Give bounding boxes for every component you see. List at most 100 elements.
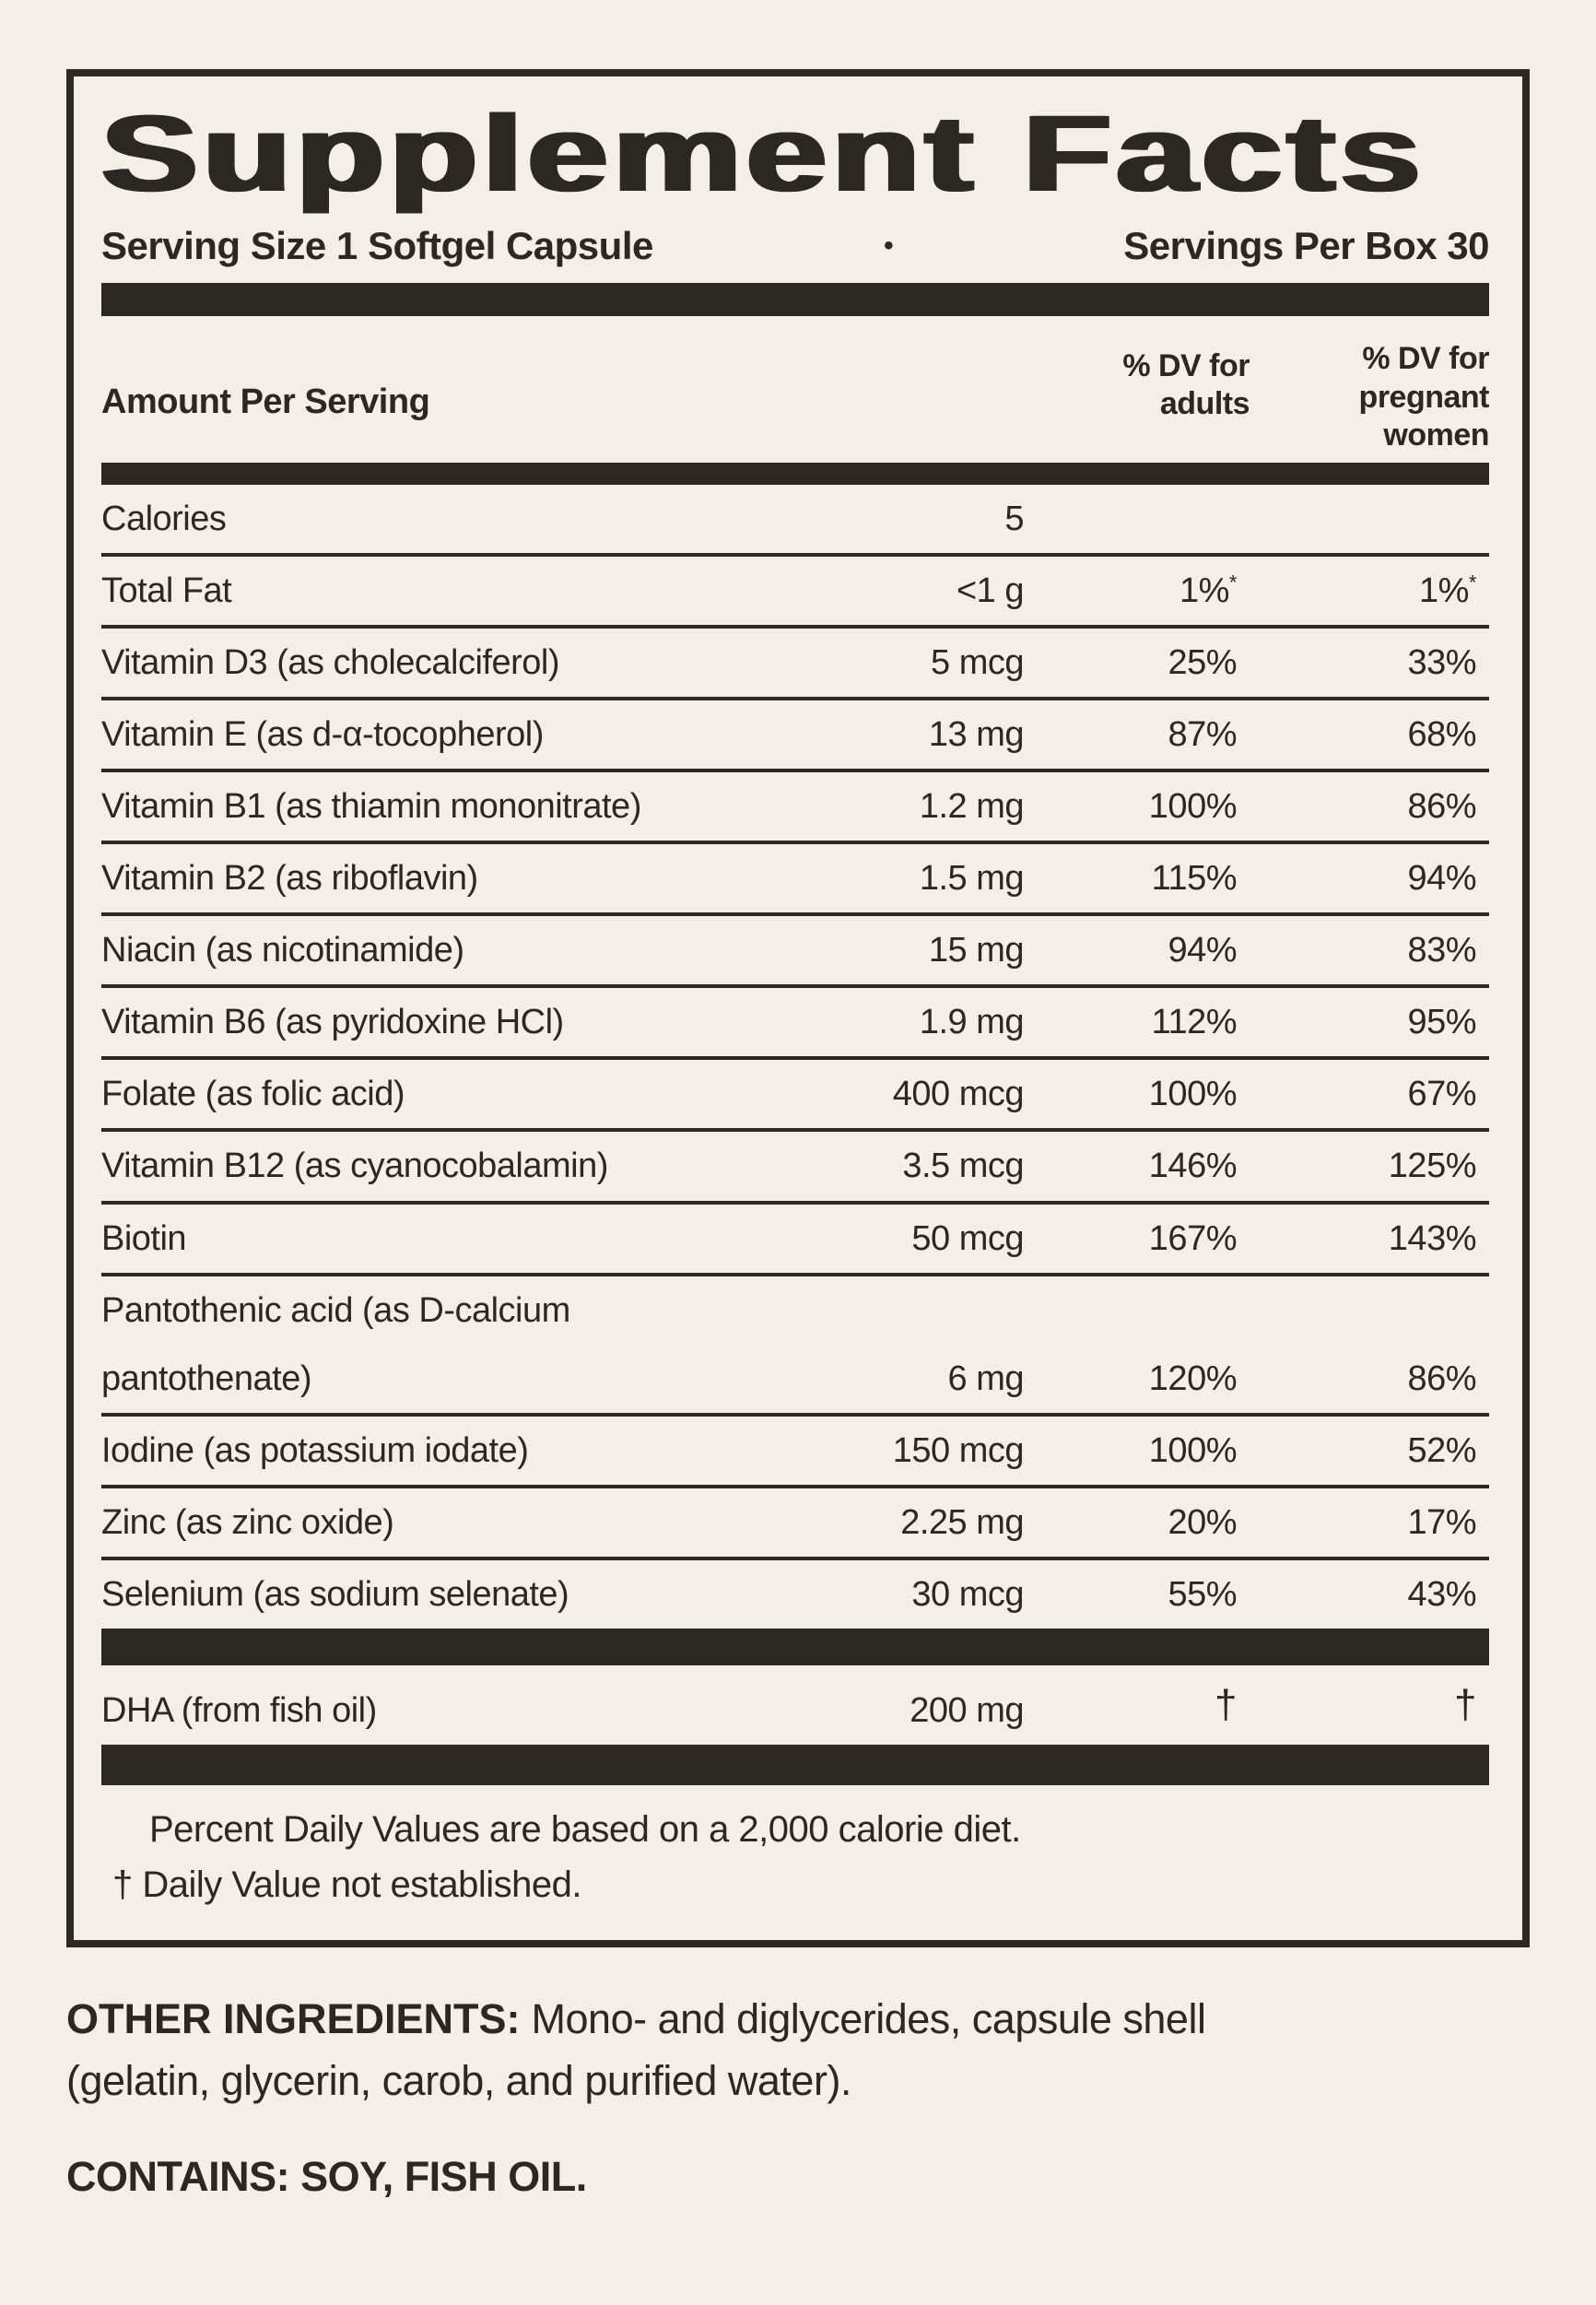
dv-pregnant-value: 43% xyxy=(1407,1574,1476,1614)
below-panel-text: OTHER INGREDIENTS: Mono- and diglyceride… xyxy=(66,1988,1530,2208)
header-amount-per-serving: Amount Per Serving xyxy=(101,382,430,421)
footnote-dagger: † Daily Value not established. xyxy=(112,1864,582,1905)
nutrient-amount: 3.5 mcg xyxy=(902,1147,1024,1186)
footnote-daily-values: Percent Daily Values are based on a 2,00… xyxy=(149,1808,1021,1850)
table-row: Total Fat <1 g 1%* 1%* xyxy=(101,557,1489,629)
bullet-separator: • xyxy=(884,230,894,262)
nutrient-name: Folate (as folic acid) xyxy=(101,1075,405,1114)
other-ingredients-line1: Mono- and diglycerides, capsule shell xyxy=(531,1994,1206,2042)
table-row: Iodine (as potassium iodate) 150 mcg 100% 5… xyxy=(101,1417,1489,1488)
table-row: Vitamin D3 (as cholecalciferol) 5 mcg 25% 3… xyxy=(101,629,1489,700)
dv-pregnant-value: 52% xyxy=(1407,1430,1476,1470)
dv-pregnant-value: 17% xyxy=(1407,1502,1476,1542)
other-ingredients-label: OTHER INGREDIENTS: xyxy=(66,1994,521,2042)
dv-adults-value: 100% xyxy=(1148,1075,1238,1114)
nutrient-name: Total Fat xyxy=(101,570,232,610)
nutrient-name: Zinc (as zinc oxide) xyxy=(101,1502,394,1542)
nutrient-amount: 1.5 mg xyxy=(919,859,1025,899)
nutrient-name: Vitamin B1 (as thiamin mononitrate) xyxy=(101,786,641,826)
nutrient-name: Calories xyxy=(101,499,227,538)
table-row: Folate (as folic acid) 400 mcg 100% 67% xyxy=(101,1060,1489,1133)
nutrient-amount: 5 xyxy=(1004,499,1024,538)
footnotes: Percent Daily Values are based on a 2,00… xyxy=(101,1785,1489,1940)
panel-title: Supplement Facts xyxy=(101,93,1426,215)
nutrient-amount: <1 g xyxy=(956,570,1025,610)
table-row: Vitamin B12 (as cyanocobalamin) 3.5 mcg 14… xyxy=(101,1132,1489,1205)
nutrient-amount: 200 mg xyxy=(909,1690,1024,1730)
dv-adults-value: 115% xyxy=(1151,859,1238,899)
nutrient-name: DHA (from fish oil) xyxy=(101,1690,377,1730)
table-row: Vitamin E (as d-α-tocopherol) 13 mg 87% 68% xyxy=(101,700,1489,772)
dv-pregnant-value: 67% xyxy=(1407,1075,1476,1114)
nutrient-name: Vitamin B12 (as cyanocobalamin) xyxy=(101,1147,608,1186)
dv-pregnant-value: 1%* xyxy=(1419,570,1477,610)
nutrient-amount: 5 mcg xyxy=(931,642,1024,682)
dv-adults-value: 87% xyxy=(1168,714,1237,754)
dv-adults-value: † xyxy=(1215,1682,1237,1728)
nutrient-name: Selenium (as sodium selenate) xyxy=(101,1574,569,1614)
servings-per-box: Servings Per Box 30 xyxy=(1123,224,1489,268)
header-dv-pregnant: % DV for pregnant women xyxy=(1358,341,1490,453)
nutrient-name: Niacin (as nicotinamide) xyxy=(101,931,464,970)
nutrient-table: Calories 5 Total Fat <1 g 1%* 1%* Vitamin D3 (… xyxy=(101,485,1489,1629)
dv-adults-value: 100% xyxy=(1148,1430,1238,1470)
table-row: Calories 5 xyxy=(101,485,1489,557)
table-row: Pantothenic acid (as D-calcium pantothen… xyxy=(101,1276,1489,1417)
dv-adults-value: 1%* xyxy=(1179,570,1238,610)
dha-row: DHA (from fish oil) 200 mg † † xyxy=(101,1665,1489,1745)
header-dv-adults: % DV for adults xyxy=(1122,347,1250,422)
nutrient-name: Vitamin B2 (as riboflavin) xyxy=(101,859,478,899)
nutrient-amount: 50 mcg xyxy=(911,1218,1024,1258)
nutrient-amount: 2.25 mg xyxy=(900,1502,1024,1542)
dv-adults-value: 167% xyxy=(1148,1218,1238,1258)
table-row: Niacin (as nicotinamide) 15 mg 94% 83% xyxy=(101,916,1489,989)
dv-pregnant-value: 33% xyxy=(1407,642,1476,682)
dv-adults-value: 94% xyxy=(1168,931,1237,970)
dv-pregnant-value: 143% xyxy=(1388,1218,1477,1258)
nutrient-name: Vitamin E (as d-α-tocopherol) xyxy=(101,714,544,754)
serving-size: Serving Size 1 Softgel Capsule xyxy=(101,224,653,268)
nutrient-amount: 6 mg xyxy=(947,1358,1025,1398)
other-ingredients-line2: (gelatin, glycerin, carob, and purified … xyxy=(66,2057,851,2105)
divider-bar-top xyxy=(101,283,1489,317)
nutrient-amount: 400 mcg xyxy=(892,1075,1025,1114)
divider-bar-header xyxy=(101,462,1489,485)
dv-adults-value: 100% xyxy=(1148,786,1238,826)
dv-pregnant-value: 83% xyxy=(1407,931,1476,970)
dv-pregnant-value: † xyxy=(1454,1682,1476,1728)
dv-pregnant-value: 68% xyxy=(1407,714,1476,754)
dv-adults-value: 20% xyxy=(1168,1502,1237,1542)
nutrient-amount: 1.9 mg xyxy=(919,1003,1025,1042)
nutrient-amount: 30 mcg xyxy=(911,1574,1024,1614)
nutrient-name: Biotin xyxy=(101,1218,187,1258)
dv-adults-value: 55% xyxy=(1168,1574,1237,1614)
dv-pregnant-value: 125% xyxy=(1388,1147,1477,1186)
dv-pregnant-value: 86% xyxy=(1407,786,1476,826)
nutrient-amount: 15 mg xyxy=(928,931,1025,970)
table-row: Vitamin B6 (as pyridoxine HCl) 1.9 mg 112%… xyxy=(101,988,1489,1061)
table-row: Zinc (as zinc oxide) 2.25 mg 20% 17% xyxy=(101,1488,1489,1560)
dv-adults-value: 146% xyxy=(1148,1147,1238,1186)
divider-bar-dha-top xyxy=(101,1629,1489,1666)
table-row: Biotin 50 mcg 167% 143% xyxy=(101,1205,1489,1276)
dv-pregnant-value: 95% xyxy=(1407,1003,1476,1042)
table-row: Selenium (as sodium selenate) 30 mcg 55% 43… xyxy=(101,1560,1489,1629)
nutrient-amount: 1.2 mg xyxy=(919,786,1025,826)
dv-adults-value: 25% xyxy=(1168,642,1237,682)
nutrient-name: Pantothenic acid (as D-calcium pantothen… xyxy=(101,1290,570,1398)
nutrient-name: Vitamin D3 (as cholecalciferol) xyxy=(101,642,560,682)
nutrient-amount: 13 mg xyxy=(928,714,1025,754)
contains-statement: CONTAINS: SOY, FISH OIL. xyxy=(66,2152,587,2200)
table-row: Vitamin B1 (as thiamin mononitrate) 1.2 m… xyxy=(101,772,1489,845)
other-ingredients: OTHER INGREDIENTS: Mono- and diglyceride… xyxy=(66,1988,1530,2112)
serving-row: Serving Size 1 Softgel Capsule • Serving… xyxy=(101,224,1489,268)
dv-pregnant-value: 86% xyxy=(1407,1358,1476,1398)
dv-adults-value: 112% xyxy=(1151,1003,1238,1042)
nutrient-name: Iodine (as potassium iodate) xyxy=(101,1430,529,1470)
dv-adults-value: 120% xyxy=(1148,1358,1238,1398)
nutrient-name: Vitamin B6 (as pyridoxine HCl) xyxy=(101,1003,564,1042)
table-row: Vitamin B2 (as riboflavin) 1.5 mg 115% 94% xyxy=(101,844,1489,917)
dv-pregnant-value: 94% xyxy=(1407,859,1476,899)
table-header: Amount Per Serving % DV for adults % DV … xyxy=(101,316,1490,462)
